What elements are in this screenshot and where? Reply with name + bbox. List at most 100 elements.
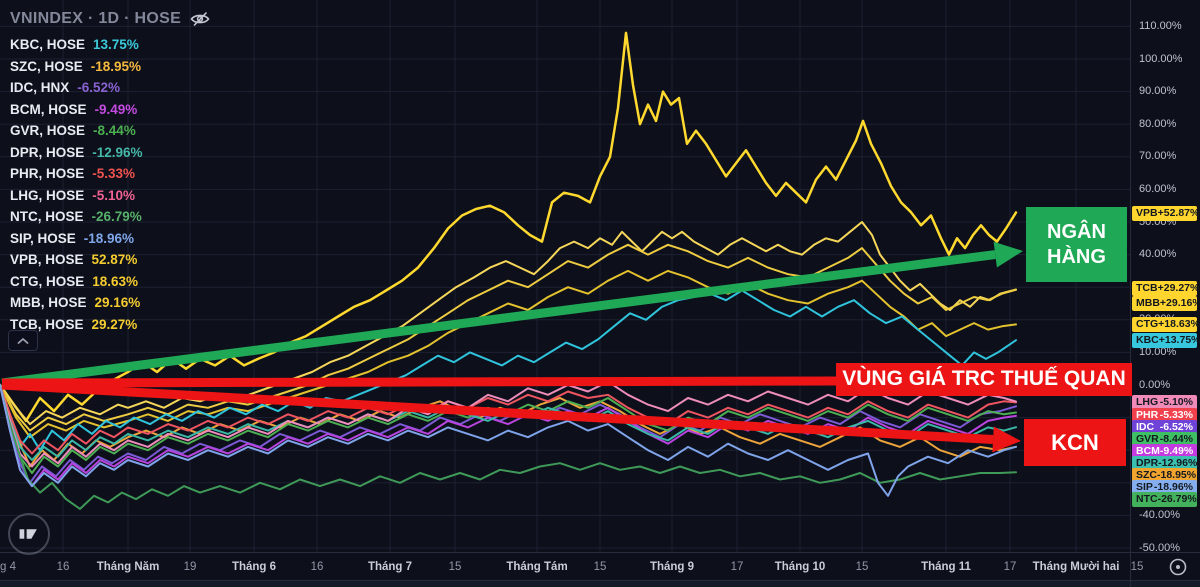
x-axis-label: 15 <box>593 561 607 573</box>
price-tag-symbol: TCB <box>1136 282 1158 294</box>
legend-item-idc[interactable]: IDC, HNX -6.52% <box>10 77 210 99</box>
x-axis-label: 15 <box>855 561 869 573</box>
price-tag-symbol: SIP <box>1136 481 1153 493</box>
price-tag-value: -12.96% <box>1158 457 1198 469</box>
legend-item-gvr[interactable]: GVR, HOSE -8.44% <box>10 120 210 142</box>
legend-collapse-button[interactable] <box>8 330 38 351</box>
legend-item-bcm[interactable]: BCM, HOSE -9.49% <box>10 99 210 121</box>
price-tag-value: -26.79% <box>1157 493 1197 505</box>
price-tag-symbol: NTC <box>1136 493 1158 505</box>
price-tag-symbol: PHR <box>1136 409 1159 421</box>
legend-change-value: -6.52% <box>77 80 121 96</box>
price-tag-szc: SZC -18.95% <box>1132 467 1197 483</box>
series-line-ntc[interactable] <box>0 384 1017 510</box>
legend-item-kbc[interactable]: KBC, HOSE 13.75% <box>10 34 210 56</box>
series-line-phr[interactable] <box>0 384 1017 455</box>
kcn-box[interactable]: KCN <box>1024 419 1126 466</box>
price-tag-value: -18.95% <box>1157 469 1197 481</box>
legend-symbol-label: IDC, HNX <box>10 80 70 96</box>
y-axis-label: 90.00% <box>1139 85 1177 98</box>
price-tag-symbol: GVR <box>1136 433 1159 445</box>
series-line-lhg[interactable] <box>0 380 1017 468</box>
zone-box[interactable]: VÙNG GIÁ TRC THUẾ QUAN <box>836 363 1132 396</box>
legend-symbol-label: SIP, HOSE <box>10 230 76 246</box>
bank-arrow-shaft[interactable] <box>1 250 996 388</box>
x-axis-label: Tháng 10 <box>774 561 826 573</box>
series-line-sip[interactable] <box>0 384 1017 497</box>
price-tag-vpb: VPB +52.87% <box>1132 205 1199 221</box>
legend-item-phr[interactable]: PHR, HOSE -5.33% <box>10 163 210 185</box>
legend-item-szc[interactable]: SZC, HOSE -18.95% <box>10 56 210 78</box>
legend-change-value: -18.95% <box>90 58 142 74</box>
eye-off-icon[interactable] <box>190 11 210 27</box>
price-tag-value: +29.16% <box>1159 297 1200 309</box>
legend-item-ntc[interactable]: NTC, HOSE -26.79% <box>10 206 210 228</box>
series-line-ctg[interactable] <box>0 269 1017 439</box>
legend-item-dpr[interactable]: DPR, HOSE -12.96% <box>10 142 210 164</box>
price-tag-symbol: CTG <box>1136 318 1159 330</box>
y-axis-label: 10.00% <box>1139 345 1177 358</box>
bank-arrow-head[interactable] <box>993 241 1023 268</box>
series-line-kbc[interactable] <box>0 289 1017 452</box>
price-tag-symbol: DPR <box>1136 457 1159 469</box>
price-tag-phr: PHR -5.33% <box>1132 407 1197 423</box>
price-tag-symbol: SZC <box>1136 469 1157 481</box>
price-tag-tcb: TCB +29.27% <box>1132 280 1199 296</box>
price-tag-bcm: BCM -9.49% <box>1132 443 1197 459</box>
x-axis-label: Tháng Mười hai <box>1032 561 1120 573</box>
price-tag-value: -5.10% <box>1159 396 1193 408</box>
x-axis-label: Tháng Năm <box>96 561 160 573</box>
kcn-arrow-shaft[interactable] <box>1 380 994 444</box>
x-axis-label: 19 <box>183 561 197 573</box>
price-tag-value: -8.44% <box>1159 433 1193 445</box>
symbol-title-row[interactable]: VNINDEX · 1D · HOSE <box>10 8 210 30</box>
zone-line-shaft[interactable] <box>1 376 839 388</box>
series-line-idc[interactable] <box>0 384 1017 484</box>
legend-change-value: 29.27% <box>91 316 138 332</box>
y-axis-label: 60.00% <box>1139 182 1177 195</box>
x-axis-label: Tháng 6 <box>231 561 277 573</box>
chevron-up-icon <box>17 337 29 344</box>
legend-item-ctg[interactable]: CTG, HOSE 18.63% <box>10 271 210 293</box>
legend-item-lhg[interactable]: LHG, HOSE -5.10% <box>10 185 210 207</box>
timezone-settings-icon[interactable] <box>1166 555 1190 579</box>
legend-item-vpb[interactable]: VPB, HOSE 52.87% <box>10 249 210 271</box>
legend-change-value: 18.63% <box>92 273 139 289</box>
price-tag-symbol: BCM <box>1136 445 1160 457</box>
legend-symbol-label: PHR, HOSE <box>10 166 85 182</box>
price-tag-value: -9.49% <box>1159 445 1194 457</box>
legend-change-value: -12.96% <box>92 144 143 160</box>
price-tag-lhg: LHG -5.10% <box>1132 394 1197 410</box>
price-tag-value: +18.63% <box>1158 318 1200 330</box>
y-axis-label: 70.00% <box>1139 150 1177 163</box>
tradingview-logo[interactable] <box>8 513 50 555</box>
price-tag-value: -18.96% <box>1153 481 1193 493</box>
page-title: VNINDEX · 1D · HOSE <box>10 10 182 27</box>
price-tag-symbol: MBB <box>1136 297 1160 309</box>
y-axis-label: 0.00% <box>1139 378 1171 391</box>
target-circle-icon <box>1169 558 1187 576</box>
x-axis-label: Tháng Tám <box>506 561 568 573</box>
y-axis-label: 100.00% <box>1139 52 1183 65</box>
legend-symbol-label: NTC, HOSE <box>10 209 84 225</box>
legend-symbol-label: GVR, HOSE <box>10 123 86 139</box>
legend-item-sip[interactable]: SIP, HOSE -18.96% <box>10 228 210 250</box>
legend-change-value: -18.96% <box>83 230 135 246</box>
x-axis-label: Tháng 9 <box>649 561 695 573</box>
price-tag-symbol: KBC <box>1136 334 1159 346</box>
y-axis-label: 80.00% <box>1139 117 1177 130</box>
bottom-scroll-strip <box>0 581 1200 587</box>
legend-symbol-label: VPB, HOSE <box>10 252 84 268</box>
legend-change-value: 13.75% <box>93 37 139 53</box>
series-line-mbb[interactable] <box>0 243 1017 432</box>
y-axis-label: -40.00% <box>1139 508 1180 521</box>
bank-box[interactable]: NGÂN HÀNG <box>1026 207 1127 282</box>
kcn-arrow-head[interactable] <box>992 426 1021 453</box>
legend-symbol-label: SZC, HOSE <box>10 58 83 74</box>
x-axis-label: 15 <box>448 561 462 573</box>
legend-item-tcb[interactable]: TCB, HOSE 29.27% <box>10 314 210 336</box>
bottom-strip-separator <box>0 580 1200 581</box>
series-line-vpb[interactable] <box>0 31 1018 423</box>
legend-item-mbb[interactable]: MBB, HOSE 29.16% <box>10 292 210 314</box>
